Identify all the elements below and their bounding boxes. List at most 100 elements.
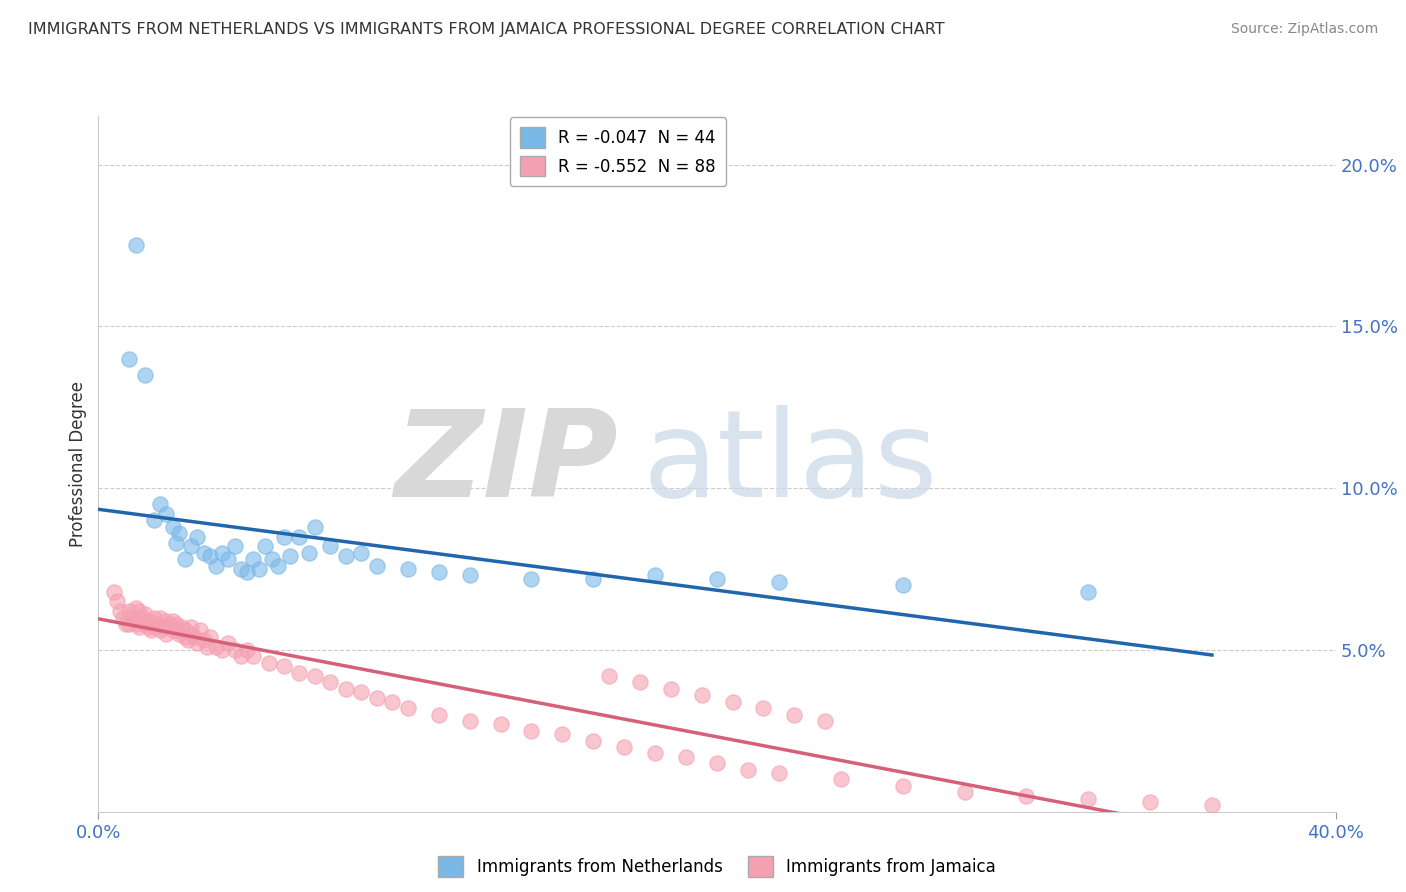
Point — [146, 617, 169, 632]
Point — [131, 610, 153, 624]
Point — [659, 681, 682, 696]
Point — [183, 630, 205, 644]
Point — [229, 649, 252, 664]
Text: IMMIGRANTS FROM NETHERLANDS VS IMMIGRANTS FROM JAMAICA PROFESSIONAL DEGREE CORRE: IMMIGRANTS FROM NETHERLANDS VS IMMIGRANT… — [28, 22, 945, 37]
Point — [108, 604, 131, 618]
Point — [335, 549, 357, 563]
Point — [118, 351, 141, 366]
Point — [278, 549, 301, 563]
Point — [427, 707, 450, 722]
Point — [489, 717, 512, 731]
Point — [143, 513, 166, 527]
Point — [162, 614, 184, 628]
Point — [143, 620, 166, 634]
Point — [162, 520, 184, 534]
Point — [128, 604, 150, 618]
Text: ZIP: ZIP — [394, 405, 619, 523]
Point — [134, 607, 156, 622]
Point — [143, 610, 166, 624]
Point — [112, 610, 135, 624]
Point — [167, 526, 190, 541]
Point — [752, 701, 775, 715]
Point — [242, 552, 264, 566]
Point — [319, 675, 342, 690]
Point — [427, 566, 450, 580]
Point — [891, 779, 914, 793]
Point — [134, 368, 156, 382]
Point — [768, 765, 790, 780]
Point — [211, 546, 233, 560]
Point — [737, 763, 759, 777]
Point — [174, 624, 197, 638]
Point — [155, 626, 177, 640]
Point — [224, 540, 246, 554]
Point — [830, 772, 852, 787]
Point — [768, 574, 790, 589]
Point — [186, 530, 208, 544]
Point — [103, 584, 125, 599]
Point — [195, 640, 218, 654]
Point — [304, 520, 326, 534]
Point — [170, 620, 193, 634]
Point — [644, 747, 666, 761]
Point — [124, 238, 146, 252]
Point — [217, 636, 239, 650]
Point — [205, 640, 228, 654]
Legend: Immigrants from Netherlands, Immigrants from Jamaica: Immigrants from Netherlands, Immigrants … — [432, 850, 1002, 883]
Point — [136, 614, 159, 628]
Point — [690, 688, 713, 702]
Point — [1077, 584, 1099, 599]
Point — [128, 620, 150, 634]
Point — [1015, 789, 1038, 803]
Point — [551, 727, 574, 741]
Point — [136, 620, 159, 634]
Point — [211, 643, 233, 657]
Point — [118, 617, 141, 632]
Text: atlas: atlas — [643, 405, 938, 523]
Point — [124, 600, 146, 615]
Point — [598, 669, 620, 683]
Point — [205, 558, 228, 573]
Point — [783, 707, 806, 722]
Point — [458, 568, 481, 582]
Point — [165, 536, 187, 550]
Point — [159, 617, 181, 632]
Point — [180, 620, 202, 634]
Point — [288, 665, 311, 680]
Point — [149, 497, 172, 511]
Point — [149, 610, 172, 624]
Point — [273, 659, 295, 673]
Point — [224, 643, 246, 657]
Text: Source: ZipAtlas.com: Source: ZipAtlas.com — [1230, 22, 1378, 37]
Point — [124, 617, 146, 632]
Y-axis label: Professional Degree: Professional Degree — [69, 381, 87, 547]
Point — [174, 630, 197, 644]
Point — [891, 578, 914, 592]
Point — [193, 546, 215, 560]
Point — [706, 572, 728, 586]
Point — [254, 540, 277, 554]
Point — [1139, 795, 1161, 809]
Point — [193, 633, 215, 648]
Point — [520, 572, 543, 586]
Point — [628, 675, 651, 690]
Point — [139, 624, 162, 638]
Point — [167, 626, 190, 640]
Point — [458, 714, 481, 728]
Point — [335, 681, 357, 696]
Point — [366, 558, 388, 573]
Point — [721, 695, 744, 709]
Point — [267, 558, 290, 573]
Point — [1201, 798, 1223, 813]
Point — [1077, 791, 1099, 805]
Point — [155, 614, 177, 628]
Point — [180, 540, 202, 554]
Point — [260, 552, 283, 566]
Point — [165, 624, 187, 638]
Point — [180, 626, 202, 640]
Point — [134, 617, 156, 632]
Point — [198, 630, 221, 644]
Point — [149, 624, 172, 638]
Point — [186, 636, 208, 650]
Point — [229, 562, 252, 576]
